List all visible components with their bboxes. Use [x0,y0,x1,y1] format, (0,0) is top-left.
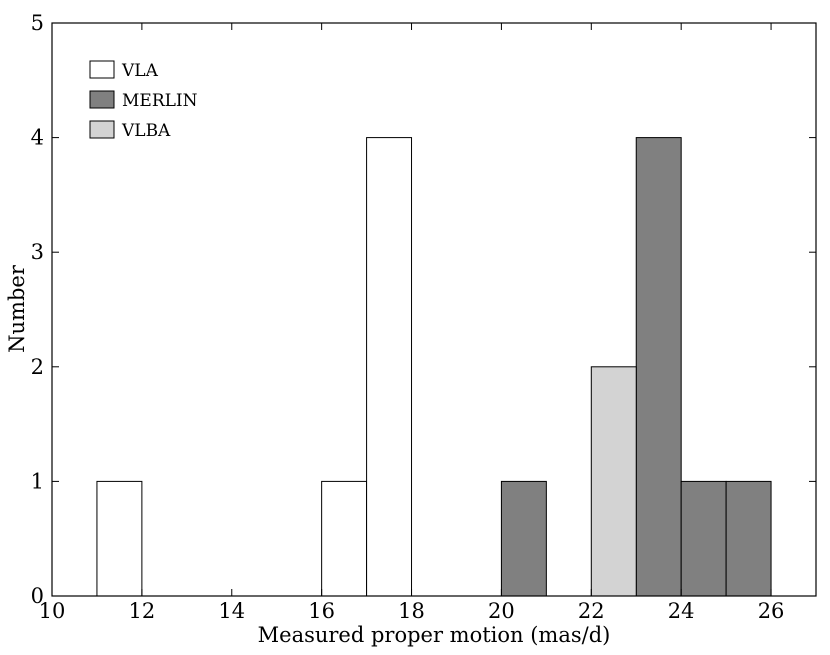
plot-frame [51,22,817,597]
x-tick-label: 26 [758,599,785,623]
y-axis-label: Number [5,264,29,353]
legend-label-merlin: MERLIN [122,91,198,111]
y-tick-label: 4 [31,126,44,150]
x-tick-label: 24 [668,599,695,623]
legend-label-vlba: VLBA [121,121,171,141]
legend-swatch-vla [89,60,115,79]
legend-swatch-merlin [89,90,115,109]
bar-vla-1 [321,480,368,597]
bar-vla-2 [366,137,413,597]
x-tick-label: 16 [308,599,335,623]
x-tick-label: 10 [39,599,66,623]
x-tick-label: 18 [398,599,425,623]
bar-merlin-1 [635,137,682,597]
bar-merlin-3 [725,480,772,597]
y-tick-label: 5 [31,11,44,35]
legend: VLA MERLIN VLBA [89,60,198,141]
legend-swatch-vlba [89,120,115,139]
y-tick-label: 1 [31,469,44,493]
bar-vlba-0 [590,366,637,597]
bar-merlin-0 [500,480,547,597]
y-tick-label: 0 [31,584,44,608]
bar-merlin-2 [680,480,727,597]
x-tick-label: 22 [578,599,605,623]
bar-vla-0 [96,480,143,597]
y-tick-label: 2 [31,355,44,379]
x-tick-label: 12 [129,599,156,623]
y-tick-label: 3 [31,240,44,264]
bars-layer [96,137,772,597]
legend-label-vla: VLA [121,61,159,81]
x-tick-label: 14 [218,599,245,623]
x-tick-label: 20 [488,599,515,623]
x-axis-label: Measured proper motion (mas/d) [258,623,611,647]
